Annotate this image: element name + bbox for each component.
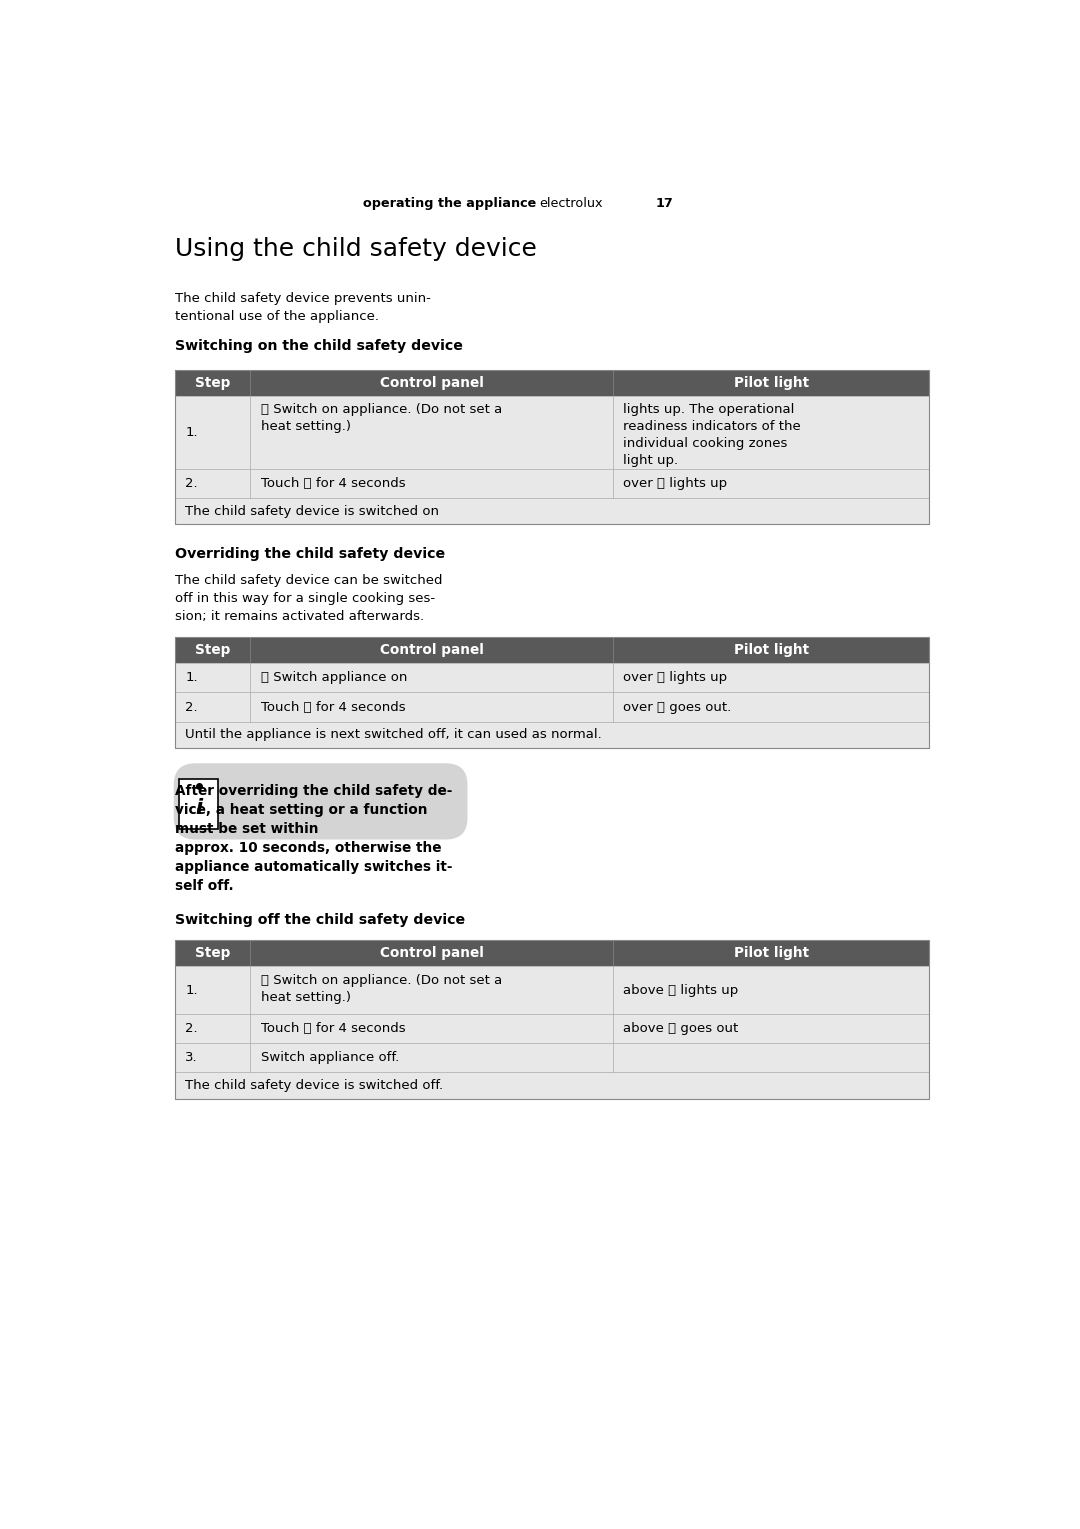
Text: 2.: 2. (186, 1021, 198, 1035)
Text: operating the appliance: operating the appliance (363, 197, 537, 209)
Text: Step: Step (195, 946, 230, 960)
Text: Touch 🔒 for 4 seconds: Touch 🔒 for 4 seconds (260, 700, 405, 714)
Bar (613, 638, 930, 664)
Bar (175, 664, 930, 693)
Bar (175, 966, 930, 1014)
Text: 1.: 1. (186, 671, 198, 685)
Text: The child safety device prevents unin-
tentional use of the appliance.: The child safety device prevents unin- t… (175, 292, 431, 323)
Text: The child safety device can be switched
off in this way for a single cooking ses: The child safety device can be switched … (175, 575, 443, 624)
Text: Pilot light: Pilot light (733, 644, 809, 657)
Bar (613, 370, 930, 396)
Bar (175, 370, 251, 396)
Text: electrolux: electrolux (540, 197, 603, 209)
Bar (175, 498, 930, 524)
Text: 2.: 2. (186, 700, 198, 714)
Text: 17: 17 (656, 197, 674, 209)
Text: i: i (195, 798, 202, 818)
Text: over 🔒 lights up: over 🔒 lights up (623, 477, 727, 489)
Text: Overriding the child safety device: Overriding the child safety device (175, 547, 445, 561)
Text: Pilot light: Pilot light (733, 946, 809, 960)
Text: ⓘ Switch appliance on: ⓘ Switch appliance on (260, 671, 407, 685)
Text: Switching on the child safety device: Switching on the child safety device (175, 339, 463, 353)
Text: Step: Step (195, 376, 230, 390)
Bar (175, 940, 251, 966)
Text: ⓘ Switch on appliance. (Do not set a
heat setting.): ⓘ Switch on appliance. (Do not set a hea… (260, 974, 502, 1005)
Bar (175, 638, 251, 664)
Bar (251, 370, 613, 396)
Text: 1.: 1. (186, 983, 198, 997)
Bar (175, 1072, 930, 1099)
Text: Using the child safety device: Using the child safety device (175, 237, 537, 260)
Text: Touch 🔒 for 4 seconds: Touch 🔒 for 4 seconds (260, 1021, 405, 1035)
Text: Switching off the child safety device: Switching off the child safety device (175, 913, 465, 928)
Text: ⓘ Switch on appliance. (Do not set a
heat setting.): ⓘ Switch on appliance. (Do not set a hea… (260, 404, 502, 433)
Text: 3.: 3. (186, 1052, 198, 1064)
Bar (251, 940, 613, 966)
Text: above 🔒 goes out: above 🔒 goes out (623, 1021, 739, 1035)
Text: After overriding the child safety de-
vice, a heat setting or a function
must be: After overriding the child safety de- vi… (175, 784, 453, 893)
Text: Control panel: Control panel (380, 644, 484, 657)
Text: Control panel: Control panel (380, 946, 484, 960)
Text: Touch 🔒 for 4 seconds: Touch 🔒 for 4 seconds (260, 477, 405, 489)
Bar (175, 722, 930, 748)
Bar (175, 1043, 930, 1072)
Text: above 🔒 lights up: above 🔒 lights up (623, 983, 739, 997)
Bar (175, 370, 930, 524)
FancyBboxPatch shape (174, 763, 468, 839)
Bar (251, 638, 613, 664)
Text: Switch appliance off.: Switch appliance off. (260, 1052, 399, 1064)
Text: over 🔒 goes out.: over 🔒 goes out. (623, 700, 731, 714)
Text: lights up. The operational
readiness indicators of the
individual cooking zones
: lights up. The operational readiness ind… (623, 404, 801, 468)
Text: Until the appliance is next switched off, it can used as normal.: Until the appliance is next switched off… (186, 728, 603, 742)
Text: Step: Step (195, 644, 230, 657)
Bar (179, 778, 218, 829)
Text: 2.: 2. (186, 477, 198, 489)
Text: Pilot light: Pilot light (733, 376, 809, 390)
Text: Control panel: Control panel (380, 376, 484, 390)
Bar (175, 1014, 930, 1043)
Text: 1.: 1. (186, 425, 198, 439)
Bar (175, 940, 930, 1099)
Bar (613, 940, 930, 966)
Bar (175, 396, 930, 469)
Bar (175, 469, 930, 498)
Text: The child safety device is switched on: The child safety device is switched on (186, 505, 440, 518)
Bar (175, 638, 930, 748)
Text: over 🔒 lights up: over 🔒 lights up (623, 671, 727, 685)
Bar (175, 693, 930, 722)
Text: The child safety device is switched off.: The child safety device is switched off. (186, 1079, 444, 1092)
